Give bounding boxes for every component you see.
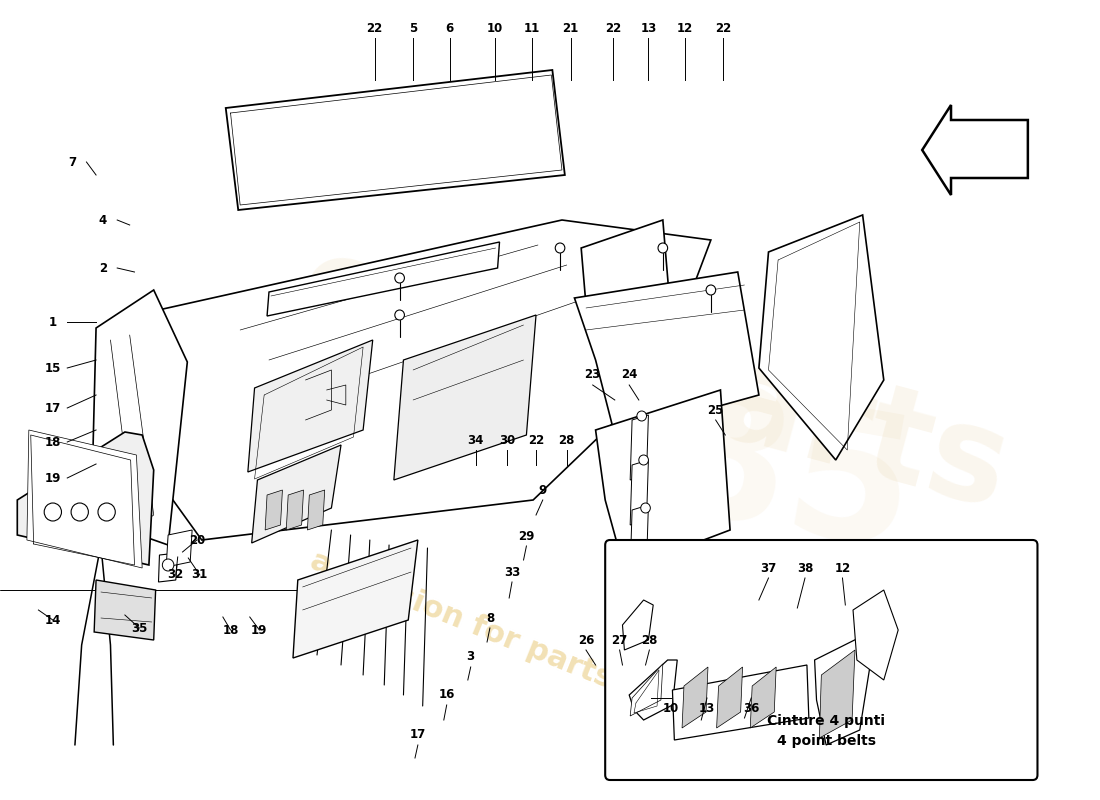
- Polygon shape: [158, 553, 178, 582]
- FancyBboxPatch shape: [605, 540, 1037, 780]
- Polygon shape: [629, 660, 678, 720]
- Text: 36: 36: [742, 702, 759, 714]
- Circle shape: [706, 285, 716, 295]
- Polygon shape: [759, 215, 883, 460]
- Polygon shape: [574, 272, 759, 435]
- Polygon shape: [682, 667, 708, 728]
- Text: 19: 19: [251, 623, 267, 637]
- Polygon shape: [91, 290, 187, 545]
- Text: 21: 21: [562, 22, 579, 34]
- Polygon shape: [226, 70, 564, 210]
- Circle shape: [556, 243, 564, 253]
- Text: 35: 35: [131, 622, 147, 634]
- Circle shape: [658, 243, 668, 253]
- Polygon shape: [581, 220, 672, 368]
- Text: 2: 2: [99, 262, 107, 274]
- Polygon shape: [630, 415, 648, 480]
- Text: 22: 22: [715, 22, 732, 34]
- Polygon shape: [630, 505, 648, 570]
- Text: 20: 20: [189, 534, 205, 546]
- Text: 22: 22: [605, 22, 621, 34]
- Polygon shape: [248, 340, 373, 472]
- Text: 29: 29: [518, 530, 535, 542]
- Text: 12: 12: [676, 22, 693, 34]
- Text: 33: 33: [504, 566, 520, 578]
- Text: 9: 9: [539, 483, 547, 497]
- Text: 31: 31: [191, 569, 208, 582]
- Text: 13: 13: [698, 702, 715, 714]
- Text: 7: 7: [68, 155, 76, 169]
- Text: 15: 15: [45, 362, 60, 374]
- Circle shape: [98, 503, 116, 521]
- Text: 17: 17: [409, 729, 426, 742]
- Text: 28: 28: [559, 434, 575, 446]
- Polygon shape: [750, 667, 777, 728]
- Text: europarts: europarts: [285, 224, 1022, 536]
- Polygon shape: [815, 635, 875, 745]
- Text: 16: 16: [439, 689, 455, 702]
- Polygon shape: [595, 390, 730, 570]
- Text: a passion for parts: a passion for parts: [306, 546, 616, 694]
- Text: 30: 30: [499, 434, 515, 446]
- Polygon shape: [265, 490, 283, 530]
- Text: 25: 25: [707, 403, 724, 417]
- Circle shape: [163, 559, 174, 571]
- Text: 17: 17: [45, 402, 60, 414]
- Text: 34: 34: [468, 434, 484, 446]
- Circle shape: [395, 273, 405, 283]
- Polygon shape: [922, 105, 1027, 195]
- Polygon shape: [630, 460, 648, 525]
- Circle shape: [72, 503, 88, 521]
- Polygon shape: [95, 580, 155, 640]
- Text: Cinture 4 punti
4 point belts: Cinture 4 punti 4 point belts: [767, 714, 886, 748]
- Text: 3: 3: [466, 650, 475, 663]
- Text: 23: 23: [584, 369, 601, 382]
- Text: 19: 19: [45, 471, 60, 485]
- Polygon shape: [166, 530, 192, 567]
- Polygon shape: [716, 667, 742, 728]
- Text: 18: 18: [222, 623, 239, 637]
- Circle shape: [44, 503, 62, 521]
- Text: 10: 10: [662, 702, 679, 714]
- Polygon shape: [672, 665, 808, 740]
- Polygon shape: [267, 242, 499, 316]
- Text: 11: 11: [524, 22, 540, 34]
- Text: 32: 32: [167, 569, 184, 582]
- Polygon shape: [293, 540, 418, 658]
- Text: 5: 5: [409, 22, 417, 34]
- Text: 8: 8: [486, 611, 494, 625]
- Text: 28: 28: [641, 634, 658, 646]
- Polygon shape: [820, 650, 855, 738]
- Polygon shape: [286, 490, 304, 530]
- Polygon shape: [852, 590, 899, 680]
- Polygon shape: [307, 490, 324, 530]
- Text: 22: 22: [528, 434, 544, 446]
- Text: 37: 37: [760, 562, 777, 574]
- Polygon shape: [623, 600, 653, 650]
- Text: 24: 24: [621, 369, 637, 382]
- Text: 38: 38: [796, 562, 813, 574]
- Text: 12: 12: [834, 562, 850, 574]
- Polygon shape: [18, 432, 154, 565]
- Text: 14: 14: [45, 614, 60, 626]
- Polygon shape: [630, 664, 663, 716]
- Text: 85: 85: [649, 371, 926, 589]
- Text: 26: 26: [578, 634, 594, 646]
- Circle shape: [395, 310, 405, 320]
- Polygon shape: [26, 430, 142, 568]
- Polygon shape: [394, 315, 536, 480]
- Text: 10: 10: [486, 22, 503, 34]
- Text: 22: 22: [366, 22, 383, 34]
- Text: 4: 4: [99, 214, 107, 226]
- Text: 1: 1: [48, 315, 57, 329]
- Text: 6: 6: [446, 22, 453, 34]
- Text: 13: 13: [640, 22, 657, 34]
- Polygon shape: [130, 220, 711, 540]
- Circle shape: [639, 455, 648, 465]
- Polygon shape: [252, 445, 341, 543]
- Text: 18: 18: [45, 435, 60, 449]
- Text: 27: 27: [612, 634, 628, 646]
- Circle shape: [640, 503, 650, 513]
- Circle shape: [637, 411, 647, 421]
